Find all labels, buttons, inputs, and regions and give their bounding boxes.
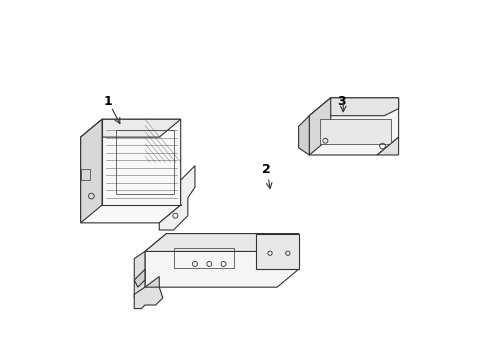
Polygon shape bbox=[256, 234, 298, 269]
Text: 2: 2 bbox=[262, 163, 271, 176]
Polygon shape bbox=[320, 119, 392, 144]
Polygon shape bbox=[145, 234, 298, 251]
Polygon shape bbox=[309, 98, 331, 155]
Polygon shape bbox=[309, 98, 398, 155]
Polygon shape bbox=[81, 119, 181, 223]
Polygon shape bbox=[309, 98, 398, 116]
Polygon shape bbox=[159, 166, 195, 230]
Polygon shape bbox=[134, 269, 145, 287]
Bar bbox=[81, 169, 90, 180]
Polygon shape bbox=[81, 119, 181, 137]
Text: 3: 3 bbox=[337, 95, 346, 108]
Polygon shape bbox=[377, 137, 398, 155]
Polygon shape bbox=[145, 234, 298, 287]
Polygon shape bbox=[134, 251, 145, 298]
Polygon shape bbox=[134, 287, 163, 309]
Polygon shape bbox=[298, 116, 309, 155]
Text: 1: 1 bbox=[103, 95, 112, 108]
Polygon shape bbox=[81, 119, 102, 223]
Bar bbox=[173, 248, 234, 267]
Polygon shape bbox=[145, 276, 159, 298]
